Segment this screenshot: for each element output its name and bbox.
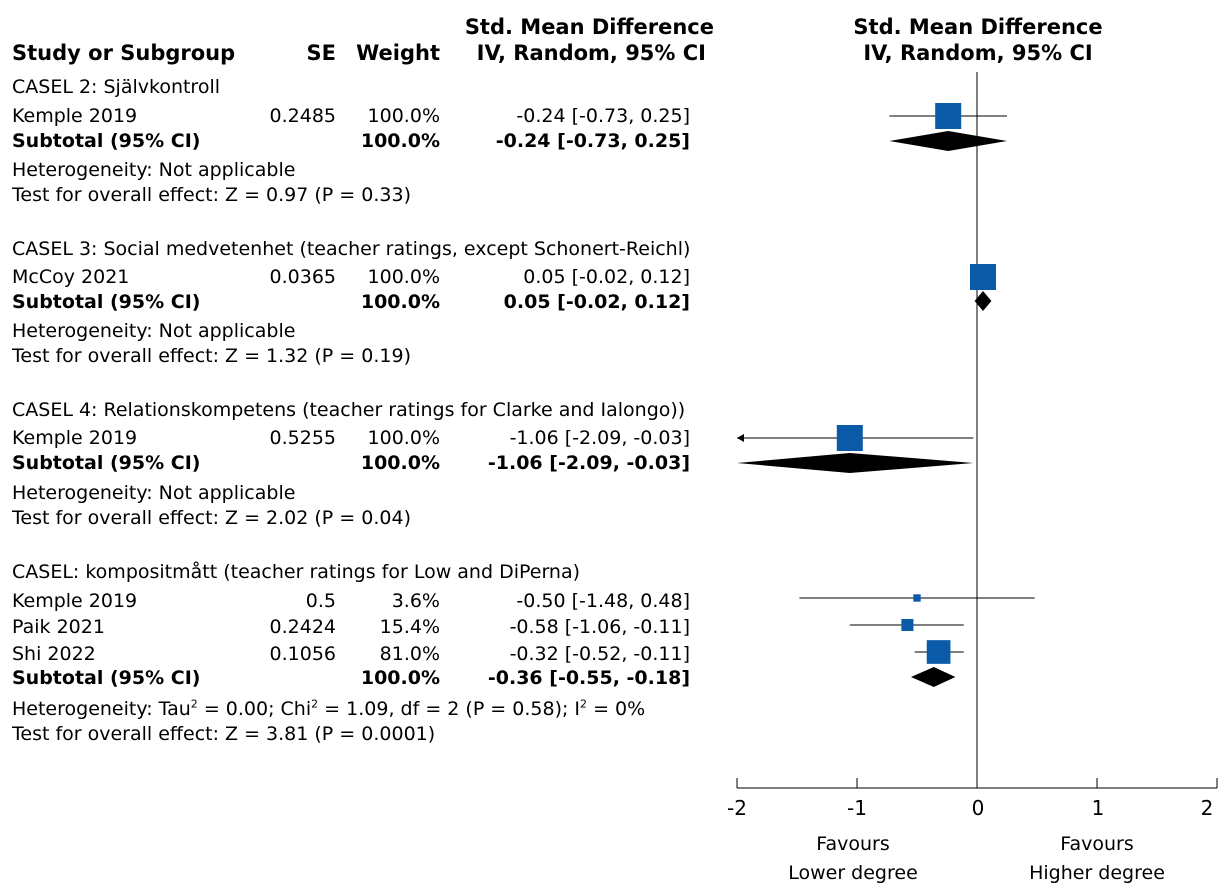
- subtotal-ci-text: -0.24 [-0.73, 0.25]: [495, 130, 690, 152]
- group-title: CASEL 4: Relationskompetens (teacher rat…: [12, 399, 686, 421]
- study-square: [926, 640, 951, 664]
- header-se: SE: [306, 41, 336, 65]
- subtotal-label: Subtotal (95% CI): [12, 452, 201, 474]
- subtotal-label: Subtotal (95% CI): [12, 667, 201, 689]
- subtotal-ci-text: -1.06 [-2.09, -0.03]: [487, 452, 690, 474]
- subtotal-diamond: [889, 131, 1007, 151]
- subtotal-weight: 100.0%: [360, 667, 440, 689]
- favours-right-line1: Favours: [1060, 833, 1134, 855]
- subtotal-weight: 100.0%: [360, 291, 440, 313]
- favours-right-line2: Higher degree: [1029, 862, 1165, 884]
- subtotal-diamond: [737, 453, 974, 473]
- axis-tick-label: 1: [1091, 796, 1105, 820]
- axis-tick-label: -1: [847, 796, 867, 820]
- header-plot-line1: Std. Mean Difference: [853, 15, 1103, 39]
- study-ci-text: -0.32 [-0.52, -0.11]: [509, 643, 690, 665]
- study-weight: 3.6%: [391, 590, 440, 612]
- group-title: CASEL 2: Självkontroll: [12, 76, 221, 98]
- study-weight: 100.0%: [367, 266, 440, 288]
- header-smd-line2: IV, Random, 95% CI: [476, 41, 706, 65]
- study-square: [901, 618, 914, 632]
- ci-arrow-left: [737, 434, 744, 442]
- group-title: CASEL: kompositmått (teacher ratings for…: [12, 561, 581, 583]
- study-ci-text: -0.24 [-0.73, 0.25]: [516, 105, 690, 127]
- heterogeneity-text: Heterogeneity: Not applicable: [12, 159, 296, 181]
- study-se: 0.5: [305, 590, 336, 612]
- study-name: Kemple 2019: [12, 105, 138, 127]
- study-square: [970, 264, 996, 290]
- study-ci-text: -0.50 [-1.48, 0.48]: [516, 590, 690, 612]
- heterogeneity-text: Heterogeneity: Not applicable: [12, 482, 296, 504]
- subtotal-weight: 100.0%: [360, 452, 440, 474]
- subtotal-weight: 100.0%: [360, 130, 440, 152]
- header-plot-line2: IV, Random, 95% CI: [863, 41, 1093, 65]
- study-name: Kemple 2019: [12, 427, 138, 449]
- subtotal-diamond: [974, 291, 992, 311]
- subtotal-label: Subtotal (95% CI): [12, 291, 201, 313]
- favours-left-line2: Lower degree: [788, 862, 918, 884]
- study-ci-text: 0.05 [-0.02, 0.12]: [523, 266, 690, 288]
- heterogeneity-text: Heterogeneity: Not applicable: [12, 320, 296, 342]
- axis-tick-label: 2: [1200, 796, 1214, 820]
- study-ci-text: -0.58 [-1.06, -0.11]: [509, 616, 690, 638]
- study-ci-text: -1.06 [-2.09, -0.03]: [509, 427, 690, 449]
- overall-effect-text: Test for overall effect: Z = 2.02 (P = 0…: [12, 507, 411, 529]
- study-square: [913, 594, 921, 602]
- header-study: Study or Subgroup: [12, 41, 236, 65]
- study-weight: 100.0%: [367, 427, 440, 449]
- header-weight: Weight: [356, 41, 440, 65]
- study-name: Kemple 2019: [12, 590, 138, 612]
- subtotal-ci-text: 0.05 [-0.02, 0.12]: [503, 291, 690, 313]
- subtotal-ci-text: -0.36 [-0.55, -0.18]: [487, 667, 690, 689]
- study-name: McCoy 2021: [12, 266, 130, 288]
- study-weight: 15.4%: [379, 616, 440, 638]
- study-square: [935, 103, 962, 129]
- favours-left-line1: Favours: [816, 833, 890, 855]
- axis-tick-label: -2: [727, 796, 747, 820]
- subtotal-diamond: [911, 667, 956, 687]
- overall-effect-text: Test for overall effect: Z = 1.32 (P = 0…: [12, 345, 411, 367]
- study-se: 0.2424: [269, 616, 336, 638]
- subtotal-label: Subtotal (95% CI): [12, 130, 201, 152]
- axis-tick-label: 0: [971, 796, 985, 820]
- study-name: Shi 2022: [12, 643, 96, 665]
- study-se: 0.5255: [269, 427, 336, 449]
- study-weight: 100.0%: [367, 105, 440, 127]
- study-square: [836, 425, 863, 451]
- study-se: 0.1056: [269, 643, 336, 665]
- study-weight: 81.0%: [379, 643, 440, 665]
- overall-effect-text: Test for overall effect: Z = 0.97 (P = 0…: [12, 184, 411, 206]
- heterogeneity-text: Heterogeneity: Tau2 = 0.00; Chi2 = 1.09,…: [12, 697, 646, 720]
- study-se: 0.0365: [269, 266, 336, 288]
- study-se: 0.2485: [269, 105, 336, 127]
- overall-effect-text: Test for overall effect: Z = 3.81 (P = 0…: [12, 723, 436, 745]
- group-title: CASEL 3: Social medvetenhet (teacher rat…: [12, 238, 691, 260]
- header-smd-line1: Std. Mean Difference: [464, 15, 714, 39]
- study-name: Paik 2021: [12, 616, 105, 638]
